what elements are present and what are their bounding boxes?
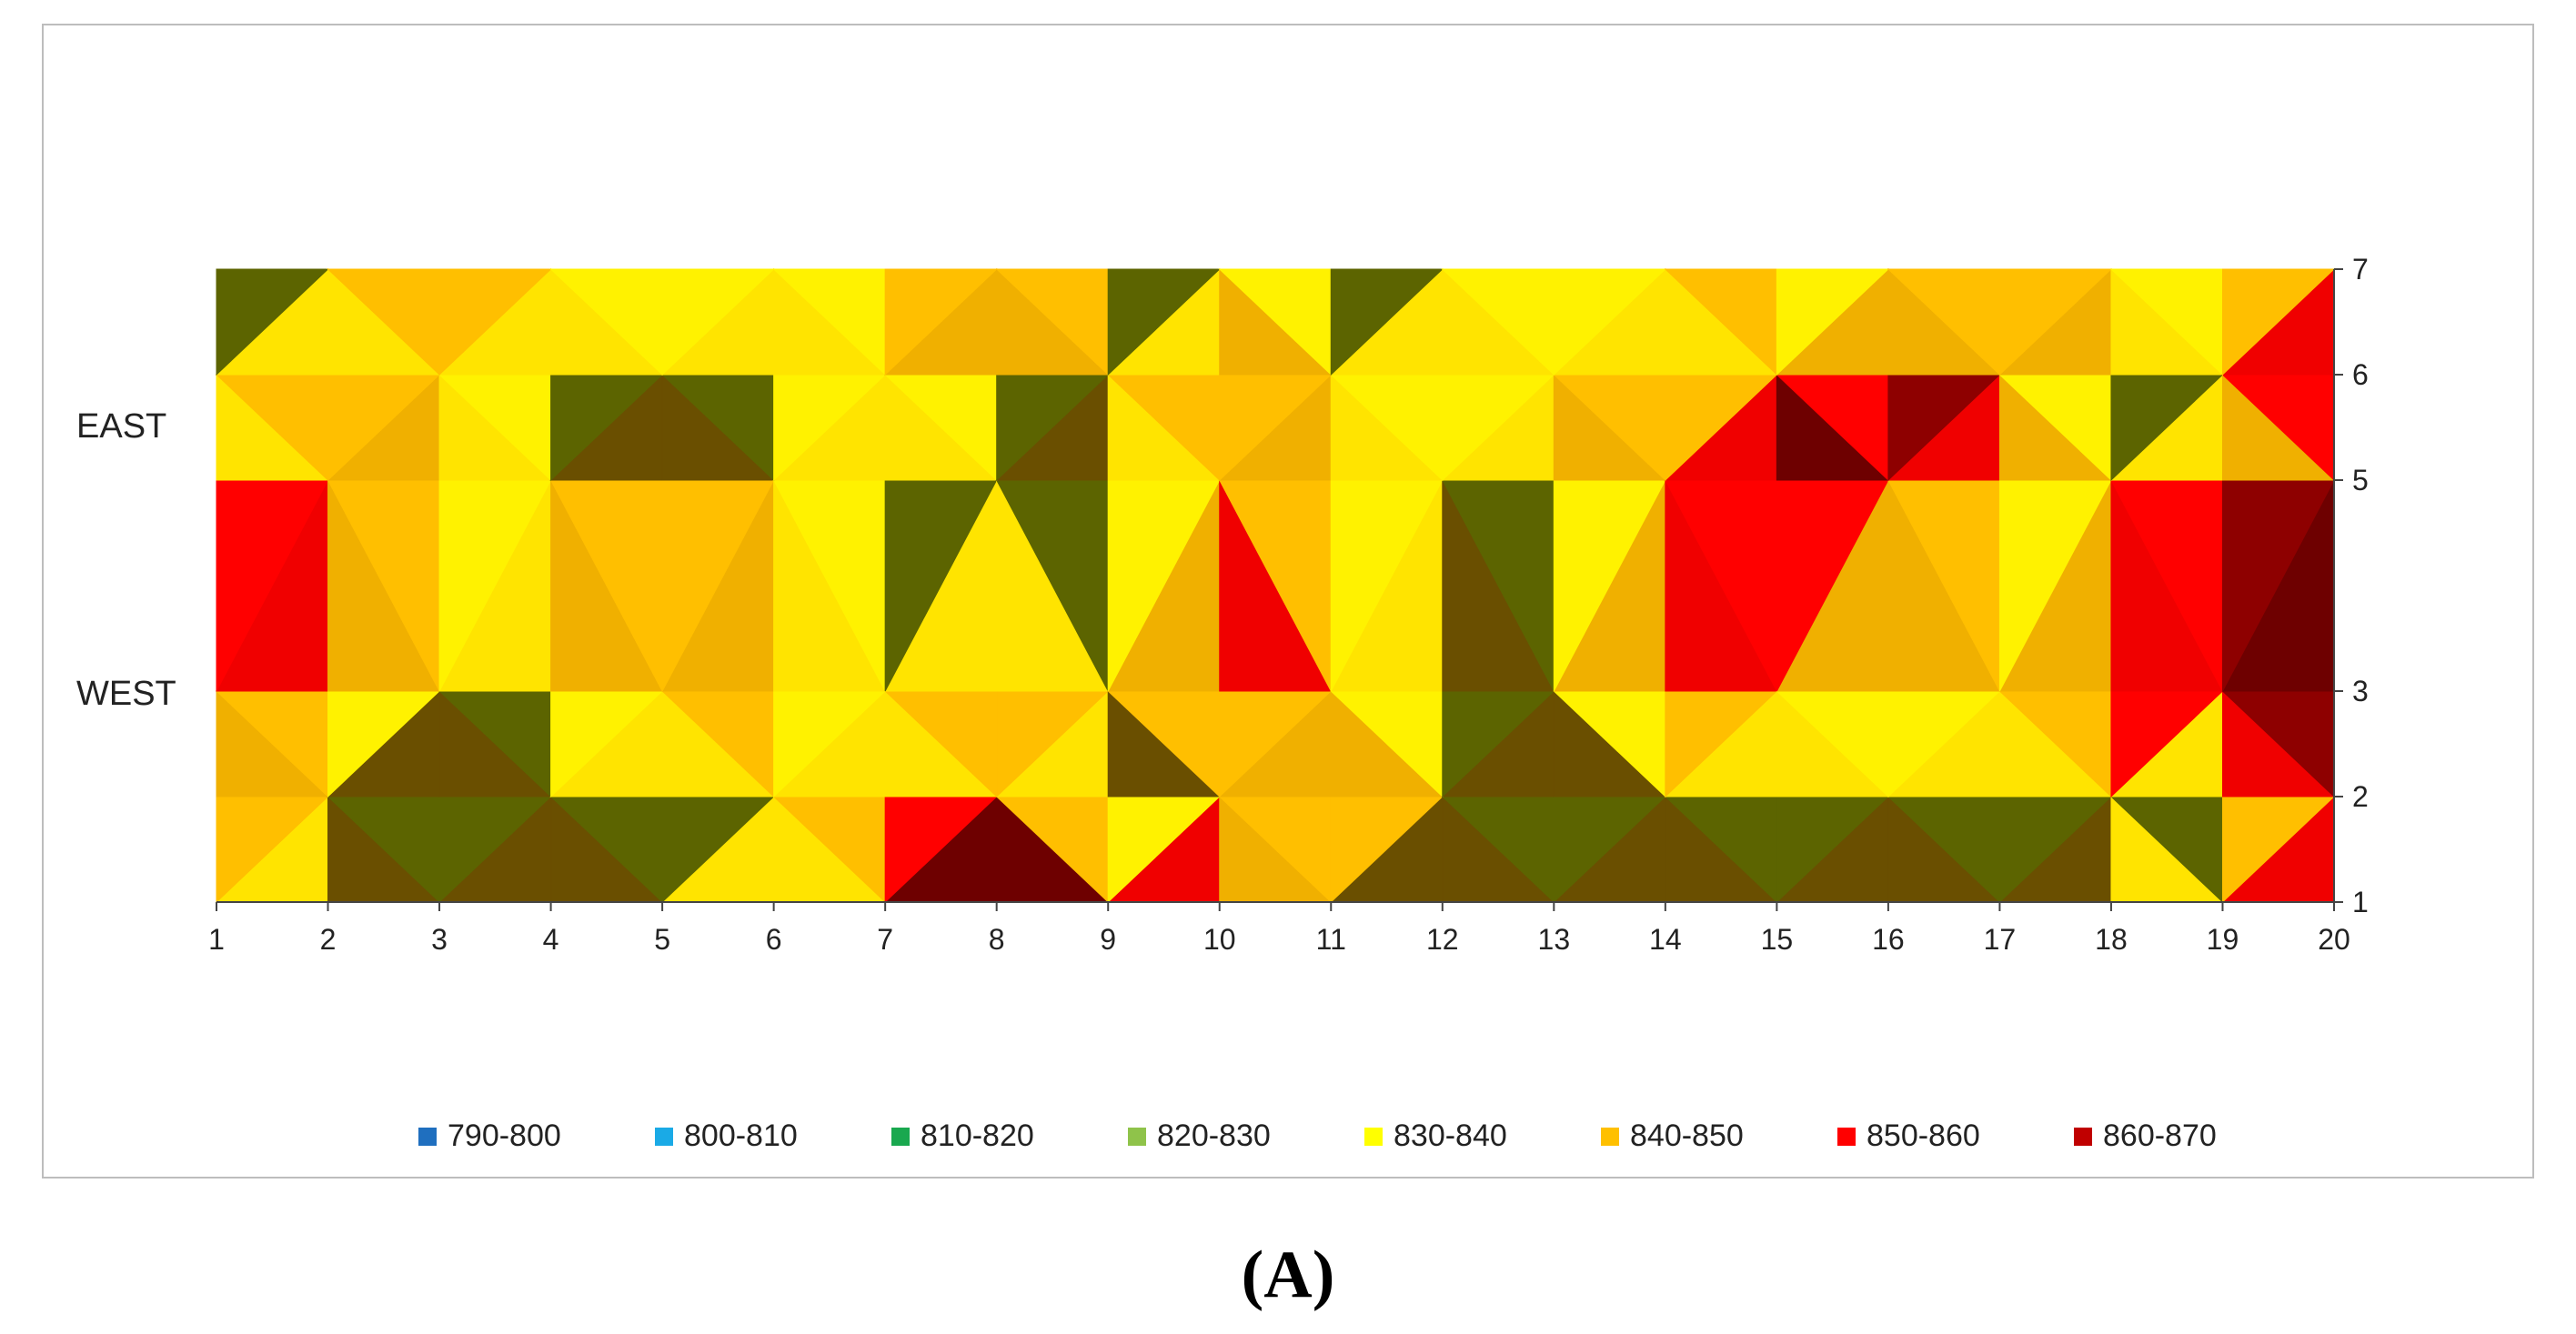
legend-swatch [891, 1127, 910, 1146]
legend-label: 860-870 [2103, 1118, 2217, 1153]
legend-swatch [655, 1127, 673, 1146]
x-tick-label: 2 [320, 923, 337, 956]
contour-facet [438, 268, 552, 376]
x-tick-label: 8 [989, 923, 1005, 956]
x-tick-label: 10 [1203, 923, 1236, 956]
legend-swatch [1601, 1127, 1619, 1146]
contour-facet [1776, 268, 1890, 376]
contour-facet [216, 268, 329, 376]
x-tick-label: 11 [1316, 923, 1346, 956]
contour-facet [2221, 268, 2336, 376]
legend-swatch [418, 1127, 437, 1146]
x-tick-label: 14 [1649, 923, 1682, 956]
legend-item: 820-830 [1128, 1118, 1271, 1154]
legend-swatch [2074, 1127, 2092, 1146]
legend-swatch [1128, 1127, 1146, 1146]
x-tick-label: 12 [1426, 923, 1459, 956]
x-tick-label: 17 [1984, 923, 2017, 956]
legend: 790-800 800-810 810-820 820-830 830-840 … [0, 1118, 2576, 1164]
y-tick-label: 6 [2352, 358, 2369, 391]
row-label-east: EAST [76, 407, 167, 446]
x-tick-label: 16 [1872, 923, 1905, 956]
legend-label: 840-850 [1630, 1118, 1744, 1153]
legend-swatch [1837, 1127, 1856, 1146]
y-tick-label: 7 [2352, 253, 2369, 286]
panel-label: (A) [1241, 1238, 1335, 1312]
legend-item: 810-820 [891, 1118, 1034, 1154]
legend-label: 800-810 [684, 1118, 798, 1153]
y-tick-label: 1 [2352, 886, 2369, 918]
legend-label: 830-840 [1394, 1118, 1507, 1153]
x-tick-label: 3 [431, 923, 448, 956]
x-tick-label: 15 [1761, 923, 1794, 956]
legend-item: 850-860 [1837, 1118, 1980, 1154]
y-tick-label: 2 [2352, 780, 2369, 813]
x-tick-label: 7 [877, 923, 893, 956]
legend-item: 860-870 [2074, 1118, 2217, 1154]
x-tick-label: 9 [1100, 923, 1116, 956]
x-tick-label: 20 [2318, 923, 2350, 956]
legend-label: 810-820 [921, 1118, 1034, 1153]
x-tick-label: 6 [766, 923, 782, 956]
x-tick-label: 19 [2207, 923, 2239, 956]
legend-item: 790-800 [418, 1118, 561, 1154]
contour-facet [1998, 268, 2113, 376]
contour-facet [884, 268, 998, 376]
x-tick-label: 5 [654, 923, 670, 956]
contour-facet [661, 268, 775, 376]
legend-label: 850-860 [1867, 1118, 1980, 1153]
contour-facet [1553, 268, 1667, 376]
contour-facet [1330, 268, 1444, 376]
legend-label: 820-830 [1157, 1118, 1271, 1153]
contour-facet [1107, 268, 1221, 376]
legend-item: 830-840 [1364, 1118, 1507, 1154]
y-tick-label: 5 [2352, 464, 2369, 496]
x-tick-label: 18 [2095, 923, 2128, 956]
x-tick-label: 1 [208, 923, 225, 956]
legend-item: 800-810 [655, 1118, 798, 1154]
x-tick-label: 4 [543, 923, 559, 956]
x-tick-label: 13 [1538, 923, 1571, 956]
row-label-west: WEST [76, 675, 176, 713]
legend-label: 790-800 [448, 1118, 561, 1153]
y-tick-label: 3 [2352, 675, 2369, 707]
legend-item: 840-850 [1601, 1118, 1744, 1154]
legend-swatch [1364, 1127, 1383, 1146]
